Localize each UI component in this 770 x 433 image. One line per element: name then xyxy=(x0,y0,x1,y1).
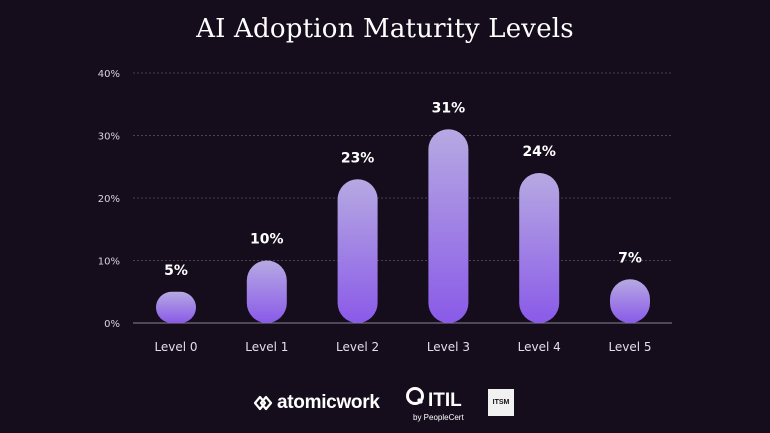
itil-text: ITIL xyxy=(428,390,462,411)
data-label: 5% xyxy=(164,263,188,279)
x-tick-label: Level 4 xyxy=(518,340,561,354)
bar-level-2 xyxy=(337,179,378,323)
bar-level-0 xyxy=(156,291,196,323)
bar-level-5 xyxy=(610,279,650,323)
x-tick-label: Level 3 xyxy=(427,340,470,354)
data-label: 24% xyxy=(522,144,556,160)
bar-level-1 xyxy=(246,260,287,323)
y-tick-label: 0% xyxy=(104,319,120,330)
bar-level-3 xyxy=(428,129,469,323)
y-tick-label: 30% xyxy=(98,132,120,143)
bar-chart: 0% 10% 20% 30% 40% 5% Level 0 10% Level 1 23% Lev… xyxy=(98,69,672,354)
y-tick-label: 20% xyxy=(98,194,120,205)
atomicwork-logo: atomicwork xyxy=(253,392,380,414)
x-tick-label: Level 5 xyxy=(608,340,651,354)
itil-icon xyxy=(406,387,424,405)
itil-subtext: by PeopleCert xyxy=(413,413,464,422)
footer-logos: atomicwork ITIL by PeopleCert ITSM xyxy=(0,384,770,424)
y-tick-label: 10% xyxy=(98,257,120,268)
itil-logo: ITIL by PeopleCert xyxy=(405,386,464,422)
data-label: 7% xyxy=(618,250,642,266)
atomicwork-text: atomicwork xyxy=(277,392,380,413)
data-label: 10% xyxy=(250,232,284,248)
atomicwork-icon xyxy=(253,395,273,411)
itsm-logo: ITSM xyxy=(488,389,514,416)
y-tick-label: 40% xyxy=(98,69,120,80)
chart-title: AI Adoption Maturity Levels xyxy=(196,14,574,44)
x-tick-label: Level 1 xyxy=(245,340,288,354)
x-tick-label: Level 2 xyxy=(336,340,379,354)
x-tick-label: Level 0 xyxy=(154,340,197,354)
data-label: 23% xyxy=(341,150,375,166)
bar-level-4 xyxy=(519,173,560,323)
data-label: 31% xyxy=(432,100,466,116)
